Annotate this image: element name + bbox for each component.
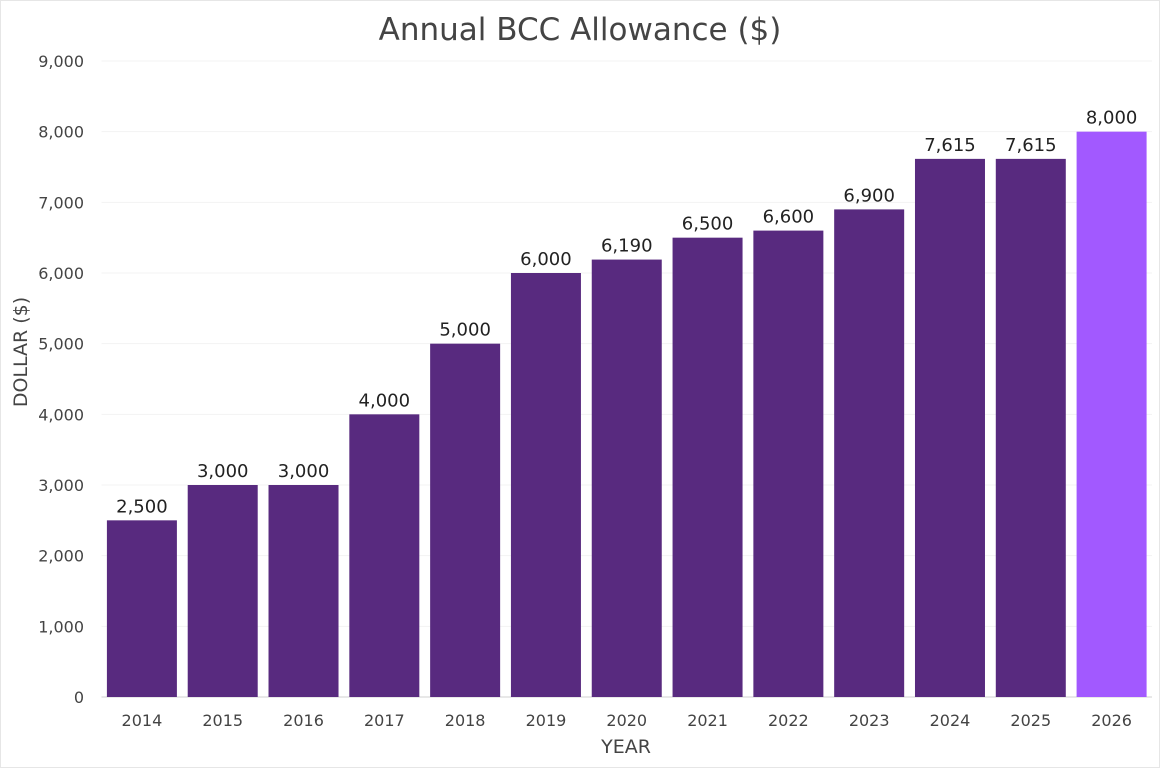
data-label: 3,000 — [197, 461, 249, 482]
y-tick-label: 2,000 — [38, 547, 84, 566]
bar-2020 — [591, 259, 662, 697]
bar-2023 — [834, 209, 905, 697]
data-label: 6,900 — [843, 185, 895, 206]
y-tick-label: 4,000 — [38, 405, 84, 424]
x-axis-label: YEAR — [600, 736, 651, 758]
y-tick-label: 9,000 — [38, 52, 84, 71]
data-label: 6,190 — [601, 236, 653, 257]
data-label: 6,600 — [763, 207, 815, 228]
data-label: 6,000 — [520, 249, 572, 270]
data-label: 7,615 — [924, 135, 976, 156]
x-tick-label: 2022 — [768, 711, 809, 730]
y-axis-label: DOLLAR ($) — [10, 297, 32, 407]
data-label: 2,500 — [116, 496, 168, 517]
x-tick-label: 2023 — [849, 711, 890, 730]
x-tick-label: 2026 — [1091, 711, 1132, 730]
bar-2019 — [510, 273, 581, 697]
y-tick-label: 7,000 — [38, 193, 84, 212]
y-tick-label: 0 — [74, 688, 84, 707]
bar-2016 — [268, 485, 339, 697]
bar-2025 — [995, 158, 1066, 697]
y-tick-label: 3,000 — [38, 476, 84, 495]
x-tick-label: 2014 — [122, 711, 163, 730]
x-tick-label: 2025 — [1010, 711, 1051, 730]
y-tick-label: 1,000 — [38, 617, 84, 636]
bar-2017 — [349, 414, 420, 697]
bar-2014 — [106, 520, 177, 697]
x-tick-label: 2017 — [364, 711, 405, 730]
data-label: 4,000 — [359, 390, 411, 411]
y-tick-label: 5,000 — [38, 335, 84, 354]
bar-2022 — [753, 230, 824, 697]
x-tick-label: 2015 — [202, 711, 243, 730]
y-tick-label: 8,000 — [38, 123, 84, 142]
x-tick-label: 2024 — [930, 711, 971, 730]
x-tick-label: 2018 — [445, 711, 486, 730]
y-tick-label: 6,000 — [38, 264, 84, 283]
x-tick-label: 2016 — [283, 711, 324, 730]
bar-2015 — [187, 485, 258, 697]
x-tick-label: 2019 — [526, 711, 567, 730]
bar-2024 — [914, 158, 985, 697]
x-tick-label: 2020 — [606, 711, 647, 730]
data-label: 5,000 — [439, 320, 491, 341]
data-label: 3,000 — [278, 461, 330, 482]
bar-2018 — [430, 343, 501, 697]
data-label: 7,615 — [1005, 135, 1057, 156]
bar-2026 — [1076, 131, 1147, 697]
bar-2021 — [672, 237, 743, 697]
chart-title: Annual BCC Allowance ($) — [379, 12, 782, 48]
data-label: 8,000 — [1086, 108, 1138, 129]
data-label: 6,500 — [682, 214, 734, 235]
x-tick-label: 2021 — [687, 711, 728, 730]
